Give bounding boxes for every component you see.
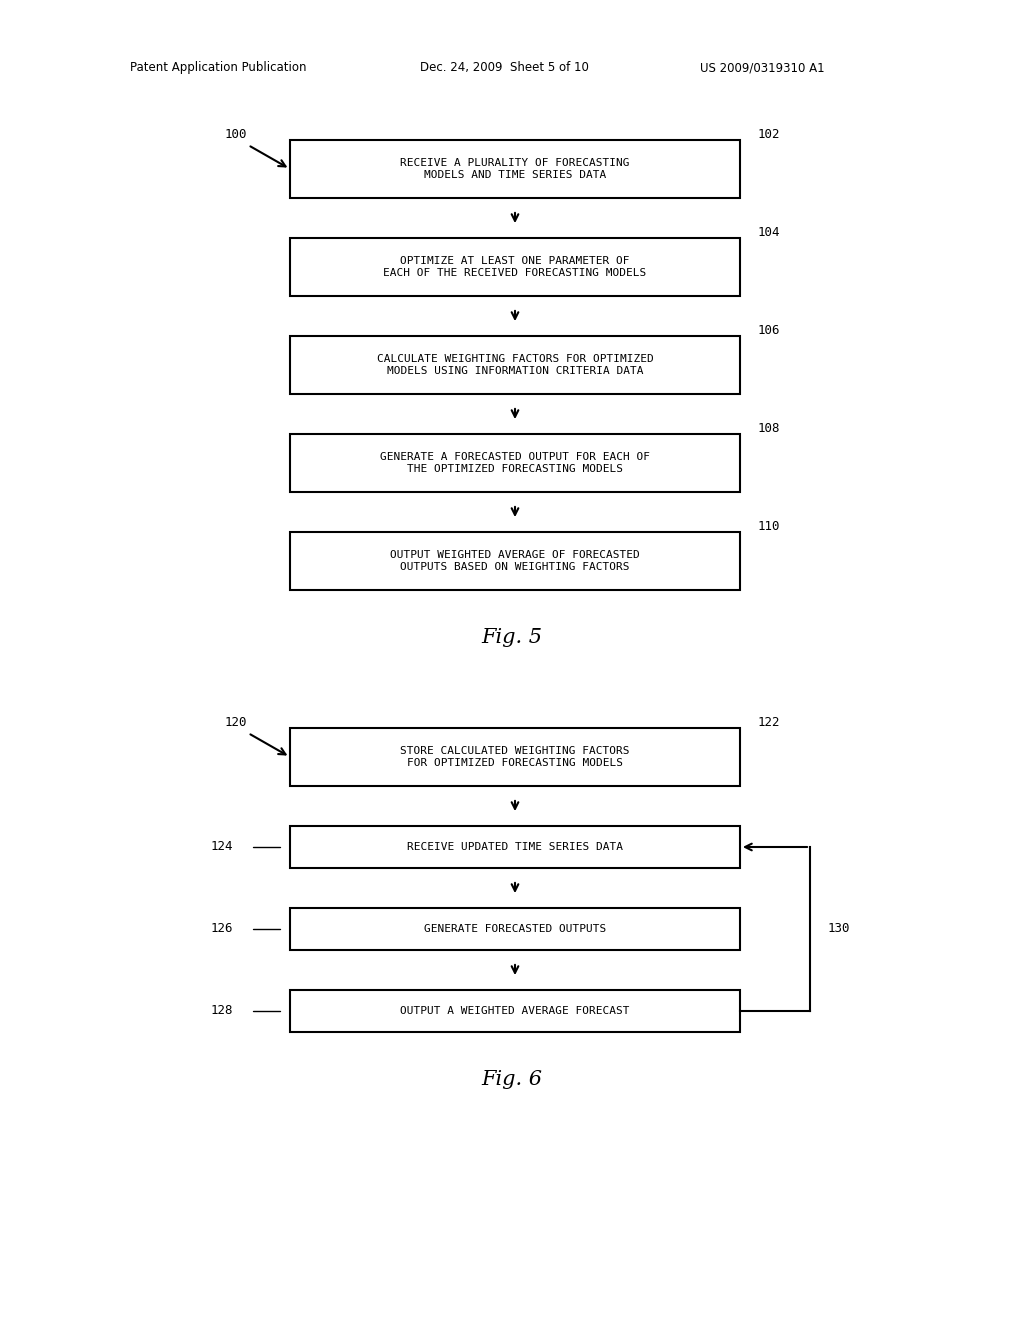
- Text: STORE CALCULATED WEIGHTING FACTORS
FOR OPTIMIZED FORECASTING MODELS: STORE CALCULATED WEIGHTING FACTORS FOR O…: [400, 746, 630, 768]
- Text: OUTPUT A WEIGHTED AVERAGE FORECAST: OUTPUT A WEIGHTED AVERAGE FORECAST: [400, 1006, 630, 1016]
- Text: RECEIVE UPDATED TIME SERIES DATA: RECEIVE UPDATED TIME SERIES DATA: [407, 842, 623, 851]
- Text: CALCULATE WEIGHTING FACTORS FOR OPTIMIZED
MODELS USING INFORMATION CRITERIA DATA: CALCULATE WEIGHTING FACTORS FOR OPTIMIZE…: [377, 354, 653, 376]
- Text: RECEIVE A PLURALITY OF FORECASTING
MODELS AND TIME SERIES DATA: RECEIVE A PLURALITY OF FORECASTING MODEL…: [400, 158, 630, 180]
- Text: 126: 126: [211, 923, 233, 936]
- Bar: [290, 826, 740, 869]
- Bar: [290, 434, 740, 492]
- Text: 130: 130: [828, 923, 851, 936]
- Text: Fig. 5: Fig. 5: [481, 628, 543, 647]
- Text: Patent Application Publication: Patent Application Publication: [130, 62, 306, 74]
- Text: 120: 120: [225, 717, 248, 730]
- Bar: [290, 908, 740, 950]
- Bar: [290, 140, 740, 198]
- Text: 124: 124: [211, 841, 233, 854]
- Text: 122: 122: [758, 715, 780, 729]
- Text: 100: 100: [225, 128, 248, 141]
- Text: OPTIMIZE AT LEAST ONE PARAMETER OF
EACH OF THE RECEIVED FORECASTING MODELS: OPTIMIZE AT LEAST ONE PARAMETER OF EACH …: [383, 256, 646, 277]
- Text: GENERATE A FORECASTED OUTPUT FOR EACH OF
THE OPTIMIZED FORECASTING MODELS: GENERATE A FORECASTED OUTPUT FOR EACH OF…: [380, 453, 650, 474]
- Text: Fig. 6: Fig. 6: [481, 1071, 543, 1089]
- Bar: [290, 532, 740, 590]
- Bar: [290, 990, 740, 1032]
- Bar: [290, 238, 740, 296]
- Text: US 2009/0319310 A1: US 2009/0319310 A1: [700, 62, 824, 74]
- Text: Dec. 24, 2009  Sheet 5 of 10: Dec. 24, 2009 Sheet 5 of 10: [420, 62, 589, 74]
- Text: 128: 128: [211, 1005, 233, 1018]
- Text: 110: 110: [758, 520, 780, 532]
- Text: 104: 104: [758, 226, 780, 239]
- Bar: [290, 337, 740, 393]
- Text: 108: 108: [758, 421, 780, 434]
- Text: OUTPUT WEIGHTED AVERAGE OF FORECASTED
OUTPUTS BASED ON WEIGHTING FACTORS: OUTPUT WEIGHTED AVERAGE OF FORECASTED OU…: [390, 550, 640, 572]
- Bar: [290, 729, 740, 785]
- Text: GENERATE FORECASTED OUTPUTS: GENERATE FORECASTED OUTPUTS: [424, 924, 606, 935]
- Text: 106: 106: [758, 323, 780, 337]
- Text: 102: 102: [758, 128, 780, 140]
